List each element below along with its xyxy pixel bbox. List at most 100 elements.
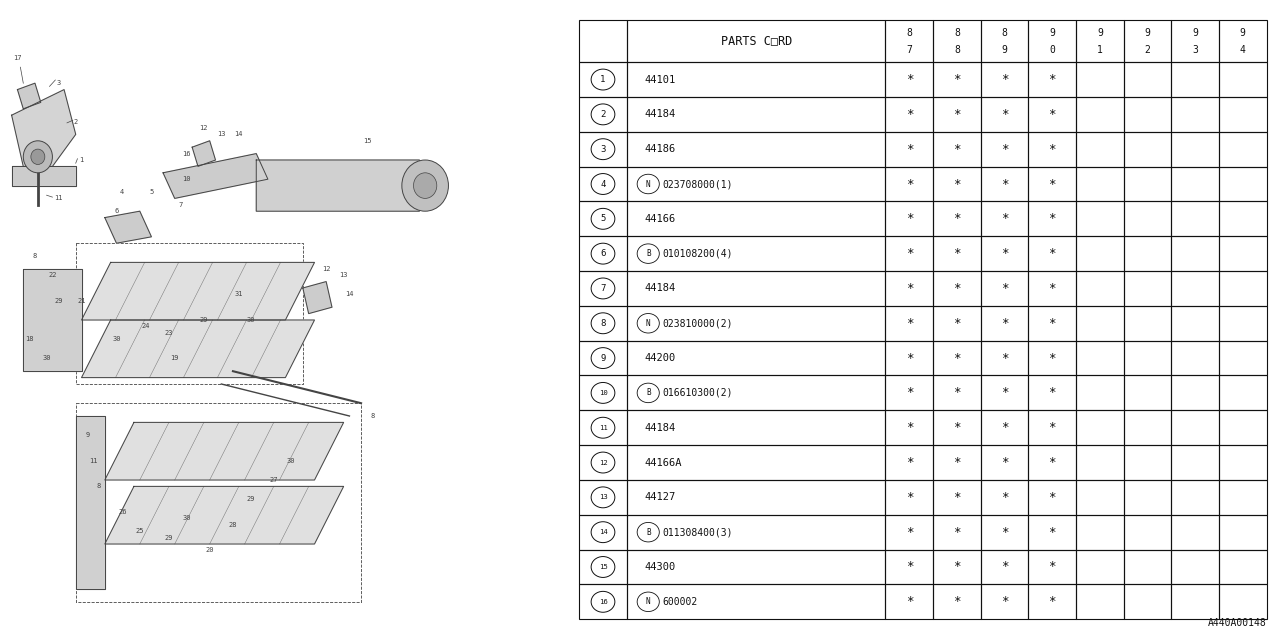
Bar: [627, 445, 886, 480]
Text: 8: 8: [906, 28, 913, 38]
Polygon shape: [12, 90, 76, 166]
Bar: [1171, 515, 1219, 550]
Text: *: *: [905, 247, 913, 260]
Text: 11: 11: [599, 425, 608, 431]
Text: *: *: [1001, 143, 1009, 156]
Text: 29: 29: [200, 317, 209, 323]
Text: 21: 21: [77, 298, 86, 304]
Bar: [1076, 340, 1124, 376]
Bar: [579, 340, 627, 376]
Polygon shape: [105, 486, 343, 544]
Text: 13: 13: [339, 272, 348, 278]
Bar: [579, 166, 627, 202]
Bar: [1124, 515, 1171, 550]
Bar: [1171, 376, 1219, 410]
Bar: [1171, 20, 1219, 62]
Text: *: *: [1001, 108, 1009, 121]
Text: *: *: [905, 456, 913, 469]
Bar: [980, 480, 1028, 515]
Text: *: *: [1001, 491, 1009, 504]
Text: A440A00148: A440A00148: [1208, 618, 1267, 628]
Text: 18: 18: [24, 336, 33, 342]
Bar: [579, 445, 627, 480]
Bar: [1171, 62, 1219, 97]
Text: 9: 9: [1240, 28, 1245, 38]
Bar: [1171, 202, 1219, 236]
Bar: [627, 550, 886, 584]
Text: *: *: [905, 561, 913, 573]
Text: 17: 17: [13, 54, 22, 61]
Bar: [1028, 340, 1076, 376]
Bar: [1076, 132, 1124, 166]
Text: *: *: [1048, 177, 1056, 191]
Bar: [627, 132, 886, 166]
Text: 12: 12: [200, 125, 209, 131]
Text: *: *: [954, 212, 961, 225]
Text: 600002: 600002: [662, 597, 698, 607]
Text: 44184: 44184: [645, 423, 676, 433]
Bar: [886, 480, 933, 515]
Text: 1: 1: [1097, 45, 1103, 56]
Text: 4: 4: [1240, 45, 1245, 56]
Text: 6: 6: [114, 208, 119, 214]
Bar: [1028, 515, 1076, 550]
Bar: [1028, 271, 1076, 306]
Text: 8: 8: [954, 45, 960, 56]
Text: 19: 19: [170, 355, 179, 362]
Text: 15: 15: [599, 564, 608, 570]
Bar: [1219, 340, 1267, 376]
Text: 16: 16: [599, 599, 608, 605]
Text: 7: 7: [906, 45, 913, 56]
Bar: [1028, 480, 1076, 515]
Bar: [1171, 306, 1219, 340]
Bar: [579, 62, 627, 97]
Bar: [933, 410, 980, 445]
Text: 26: 26: [118, 509, 127, 515]
Text: *: *: [1001, 73, 1009, 86]
Text: 44166A: 44166A: [645, 458, 682, 468]
Text: 3: 3: [600, 145, 605, 154]
Bar: [933, 515, 980, 550]
Text: *: *: [954, 317, 961, 330]
Text: 44186: 44186: [645, 144, 676, 154]
Bar: [1219, 202, 1267, 236]
Text: 11: 11: [88, 458, 97, 464]
Text: *: *: [905, 73, 913, 86]
Text: *: *: [905, 282, 913, 295]
Bar: [933, 132, 980, 166]
Bar: [1028, 202, 1076, 236]
Text: 5: 5: [150, 189, 154, 195]
Text: 13: 13: [599, 494, 608, 500]
Bar: [886, 132, 933, 166]
Bar: [579, 271, 627, 306]
Text: *: *: [905, 317, 913, 330]
Text: 31: 31: [234, 291, 243, 298]
Bar: [1076, 306, 1124, 340]
Text: 20: 20: [205, 547, 214, 554]
Bar: [1076, 271, 1124, 306]
Text: *: *: [1048, 351, 1056, 365]
Bar: [1124, 97, 1171, 132]
Text: 28: 28: [229, 522, 237, 528]
Text: *: *: [1001, 282, 1009, 295]
Text: 44101: 44101: [645, 74, 676, 84]
Text: *: *: [1001, 525, 1009, 539]
Bar: [1124, 236, 1171, 271]
Text: 23: 23: [165, 330, 173, 336]
Text: 29: 29: [54, 298, 63, 304]
Text: 023708000(1): 023708000(1): [662, 179, 732, 189]
Text: *: *: [954, 525, 961, 539]
Text: *: *: [954, 73, 961, 86]
Bar: [1171, 166, 1219, 202]
Text: *: *: [1048, 317, 1056, 330]
Bar: [1076, 480, 1124, 515]
Bar: [980, 166, 1028, 202]
Text: 0: 0: [1050, 45, 1055, 56]
Text: *: *: [954, 108, 961, 121]
Text: 5: 5: [600, 214, 605, 223]
Text: *: *: [1048, 143, 1056, 156]
Bar: [933, 584, 980, 620]
Text: 2: 2: [600, 110, 605, 119]
Bar: [1028, 376, 1076, 410]
Bar: [886, 97, 933, 132]
